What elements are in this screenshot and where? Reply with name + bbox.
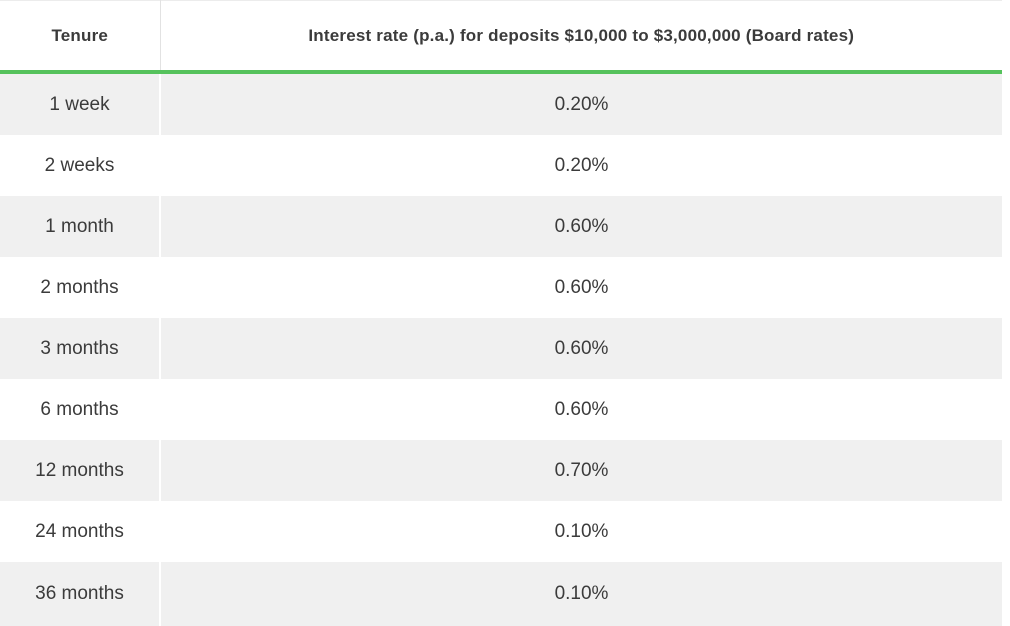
table-row: 12 months 0.70% [0, 440, 1002, 501]
table-row: 1 month 0.60% [0, 196, 1002, 257]
column-header-interest-rate: Interest rate (p.a.) for deposits $10,00… [159, 0, 1002, 74]
tenure-cell: 2 weeks [0, 135, 160, 196]
table-row: 2 weeks 0.20% [0, 135, 1002, 196]
rate-cell: 0.10% [159, 562, 1002, 626]
rate-cell: 0.60% [159, 196, 1002, 257]
table-row: 6 months 0.60% [0, 379, 1002, 440]
tenure-cell: 24 months [0, 501, 160, 562]
tenure-cell: 1 month [0, 196, 160, 257]
table-row: 36 months 0.10% [0, 562, 1002, 626]
rate-cell: 0.20% [159, 135, 1002, 196]
rate-cell: 0.60% [159, 379, 1002, 440]
rate-cell: 0.20% [159, 72, 1002, 135]
tenure-cell: 2 months [0, 257, 160, 318]
tenure-cell: 12 months [0, 440, 160, 501]
table-row: 3 months 0.60% [0, 318, 1002, 379]
tenure-cell: 1 week [0, 72, 160, 135]
table-row: 2 months 0.60% [0, 257, 1002, 318]
rate-cell: 0.60% [159, 318, 1002, 379]
tenure-cell: 6 months [0, 379, 160, 440]
tenure-cell: 3 months [0, 318, 160, 379]
column-header-tenure: Tenure [0, 0, 160, 74]
table-row: 24 months 0.10% [0, 501, 1002, 562]
table-header-row: Tenure Interest rate (p.a.) for deposits… [0, 0, 1002, 74]
rate-cell: 0.60% [159, 257, 1002, 318]
tenure-cell: 36 months [0, 562, 160, 626]
table-row: 1 week 0.20% [0, 72, 1002, 135]
rate-cell: 0.70% [159, 440, 1002, 501]
rate-cell: 0.10% [159, 501, 1002, 562]
